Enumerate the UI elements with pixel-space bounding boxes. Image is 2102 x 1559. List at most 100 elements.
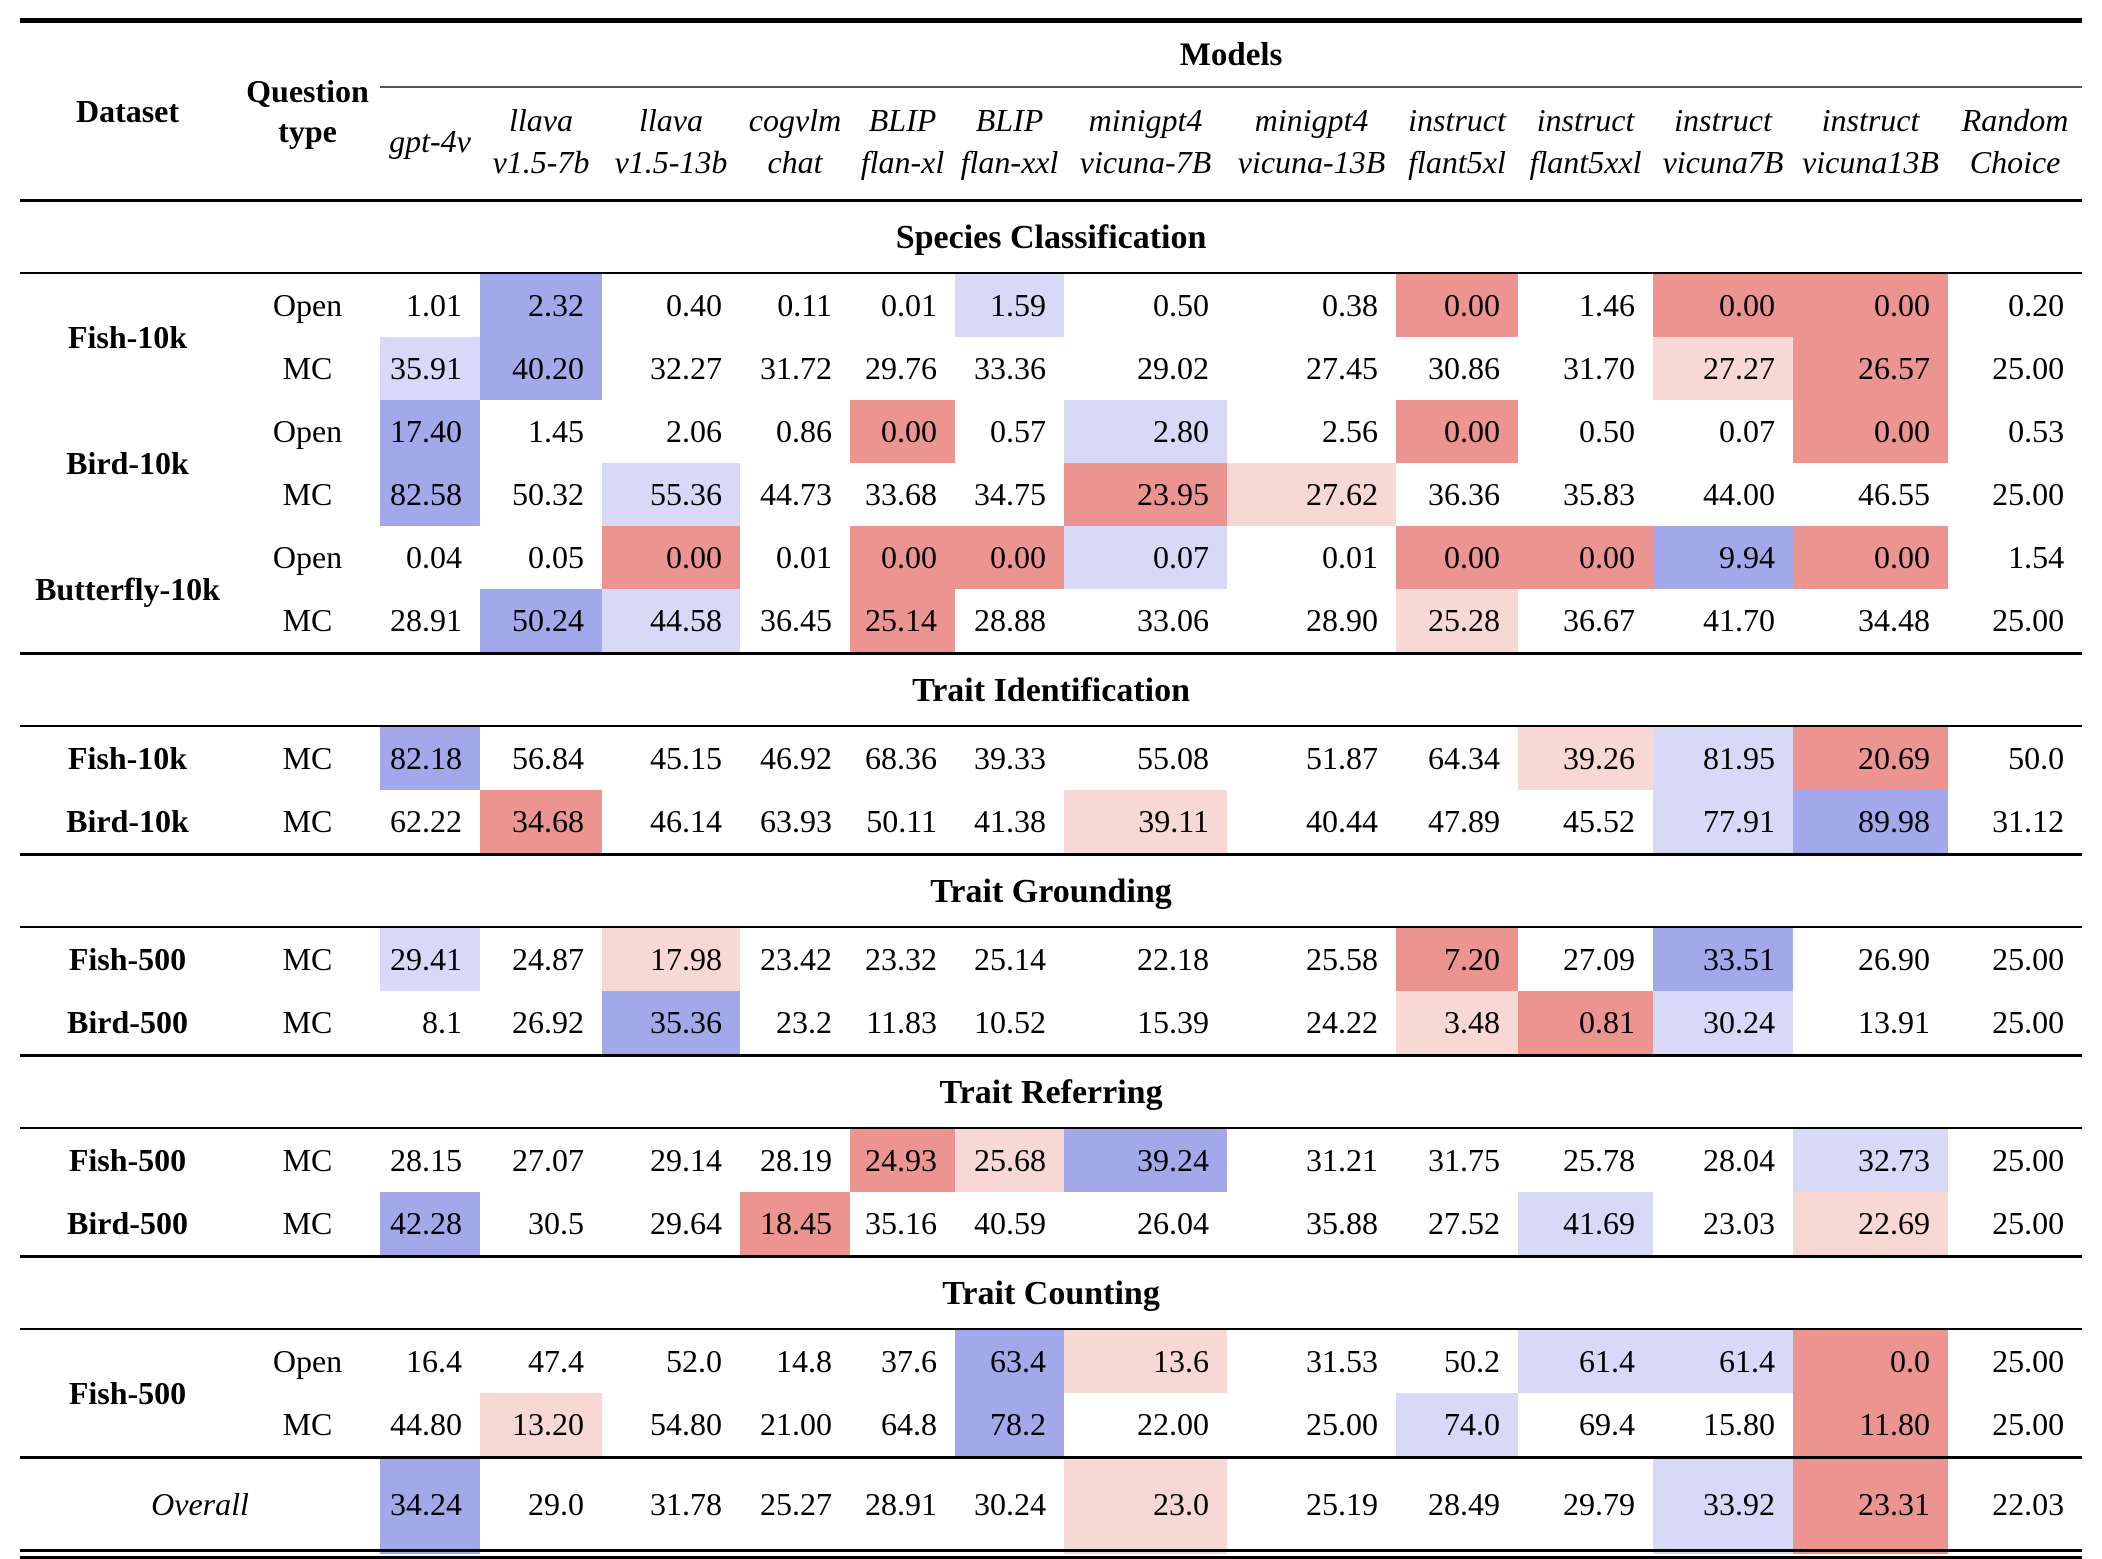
score-cell: 2.80 <box>1064 400 1227 464</box>
section-title: Species Classification <box>20 199 2083 275</box>
score-cell: 41.38 <box>974 803 1046 840</box>
score-cell: 28.19 <box>760 1142 832 1179</box>
model-names-row: gpt-4v llava v1.5-7b llava v1.5-13b cogvlm cha… <box>20 87 2083 203</box>
model-column-header: gpt-4v <box>380 87 480 203</box>
question-type-cell: MC <box>282 803 333 840</box>
score-cell: 36.45 <box>760 602 832 639</box>
score-cell: 82.58 <box>380 463 480 527</box>
score-cell: 11.83 <box>866 1004 937 1041</box>
table-row: Fish-500 Open 16.4 47.4 52.0 14.8 37.6 63.4 13.6… <box>20 1329 2082 1411</box>
model-column-header: cogvlm chat <box>740 87 850 203</box>
score-cell: 29.14 <box>650 1142 722 1179</box>
score-cell: 7.20 <box>1396 927 1518 992</box>
score-cell: 0.00 <box>1518 526 1653 590</box>
score-cell: 26.92 <box>512 1004 584 1041</box>
question-type-cell: MC <box>282 941 333 978</box>
score-cell: 35.36 <box>602 991 740 1056</box>
score-cell: 33.36 <box>974 350 1046 387</box>
question-type-cell: MC <box>282 350 333 387</box>
score-cell: 24.87 <box>512 941 584 978</box>
score-cell: 25.00 <box>1992 1004 2065 1041</box>
score-cell: 2.06 <box>666 413 722 450</box>
overall-label: Overall <box>20 1456 380 1559</box>
score-cell: 56.84 <box>512 740 584 777</box>
score-cell: 23.95 <box>1064 463 1227 527</box>
score-cell: 25.58 <box>1306 941 1378 978</box>
model-column-header: llava v1.5-7b <box>480 87 602 203</box>
question-type-cell: Open <box>272 1343 343 1380</box>
score-cell: 31.72 <box>760 350 832 387</box>
score-cell: 47.4 <box>528 1343 584 1380</box>
table-row: Bird-500 MC 42.28 30.5 29.64 18.45 35.16 40.59 2… <box>20 1192 2082 1257</box>
score-cell: 23.03 <box>1703 1205 1775 1242</box>
table-row: MC 44.80 13.20 54.80 21.00 64.8 78.2 22.00 25.00… <box>20 1393 2082 1458</box>
table-row: Bird-10k Open 17.40 1.45 2.06 0.86 0.00 0.57 2.8… <box>20 400 2082 481</box>
question-type-cell: MC <box>282 1205 333 1242</box>
table-row: MC 82.58 50.32 55.36 44.73 33.68 34.75 23.95 27.… <box>20 463 2082 527</box>
score-cell: 39.33 <box>974 740 1046 777</box>
score-cell: 69.4 <box>1579 1406 1635 1443</box>
score-cell: 31.53 <box>1306 1343 1378 1380</box>
score-cell: 62.22 <box>390 803 462 840</box>
score-cell: 28.90 <box>1306 602 1378 639</box>
score-cell: 27.62 <box>1227 463 1396 527</box>
score-cell: 44.00 <box>1703 476 1775 513</box>
score-cell: 0.01 <box>1322 539 1378 576</box>
dataset-cell: Butterfly-10k <box>35 570 220 607</box>
score-cell: 2.56 <box>1322 413 1378 450</box>
table-header: Dataset Question type Models gpt-4v llava… <box>20 20 2083 203</box>
models-group-row: Dataset Question type Models <box>20 20 2083 203</box>
score-cell: 37.6 <box>881 1343 937 1380</box>
score-cell: 33.92 <box>1653 1456 1793 1559</box>
score-cell: 0.07 <box>1064 526 1227 590</box>
score-cell: 40.44 <box>1306 803 1378 840</box>
score-cell: 0.00 <box>1793 526 1948 590</box>
score-cell: 25.68 <box>955 1128 1064 1193</box>
score-cell: 50.24 <box>480 589 602 654</box>
model-column-header: minigpt4 vicuna-13B <box>1227 87 1396 203</box>
score-cell: 40.20 <box>480 337 602 401</box>
score-cell: 34.48 <box>1858 602 1930 639</box>
table-row: Butterfly-10k Open 0.04 0.05 0.00 0.01 0.00 0.0… <box>20 526 2082 607</box>
model-column-header: instruct vicuna13B <box>1793 87 1948 203</box>
score-cell: 18.45 <box>740 1192 850 1257</box>
score-cell: 0.05 <box>528 539 584 576</box>
section-title-row: Trait Grounding <box>20 853 2083 929</box>
score-cell: 41.69 <box>1518 1192 1653 1257</box>
dataset-cell: Fish-500 <box>68 1142 187 1179</box>
score-cell: 25.28 <box>1396 589 1518 654</box>
score-cell: 28.91 <box>390 602 462 639</box>
score-cell: 36.67 <box>1563 602 1635 639</box>
score-cell: 22.69 <box>1793 1192 1948 1257</box>
score-cell: 63.4 <box>955 1329 1064 1394</box>
model-column-header: minigpt4 vicuna-7B <box>1064 87 1227 203</box>
score-cell: 0.00 <box>1396 526 1518 590</box>
score-cell: 0.81 <box>1518 991 1653 1056</box>
score-cell: 29.02 <box>1137 350 1209 387</box>
score-cell: 24.22 <box>1306 1004 1378 1041</box>
score-cell: 0.00 <box>1396 273 1518 338</box>
score-cell: 26.90 <box>1858 941 1930 978</box>
score-cell: 61.4 <box>1653 1329 1793 1394</box>
score-cell: 0.50 <box>1579 413 1635 450</box>
score-cell: 35.16 <box>865 1205 937 1242</box>
model-column-header: Random Choice <box>1948 87 2083 203</box>
score-cell: 0.11 <box>777 287 832 324</box>
score-cell: 51.87 <box>1306 740 1378 777</box>
question-type-cell: Open <box>272 539 343 576</box>
score-cell: 25.78 <box>1563 1142 1635 1179</box>
section-title: Trait Referring <box>20 1054 2083 1130</box>
dataset-cell: Fish-10k <box>67 318 188 355</box>
score-cell: 63.93 <box>760 803 832 840</box>
score-cell: 3.48 <box>1396 991 1518 1056</box>
score-cell: 0.01 <box>776 539 832 576</box>
score-cell: 30.24 <box>1653 991 1793 1056</box>
score-cell: 27.27 <box>1653 337 1793 401</box>
dataset-cell: Bird-10k <box>66 803 189 840</box>
score-cell: 16.4 <box>406 1343 462 1380</box>
overall-row: Overall 34.24 29.0 31.78 25.27 28.91 30.24 23.0… <box>20 1456 2083 1559</box>
score-cell: 45.52 <box>1563 803 1635 840</box>
score-cell: 68.36 <box>865 740 937 777</box>
score-cell: 28.49 <box>1396 1456 1518 1559</box>
section-title: Trait Counting <box>20 1255 2083 1331</box>
